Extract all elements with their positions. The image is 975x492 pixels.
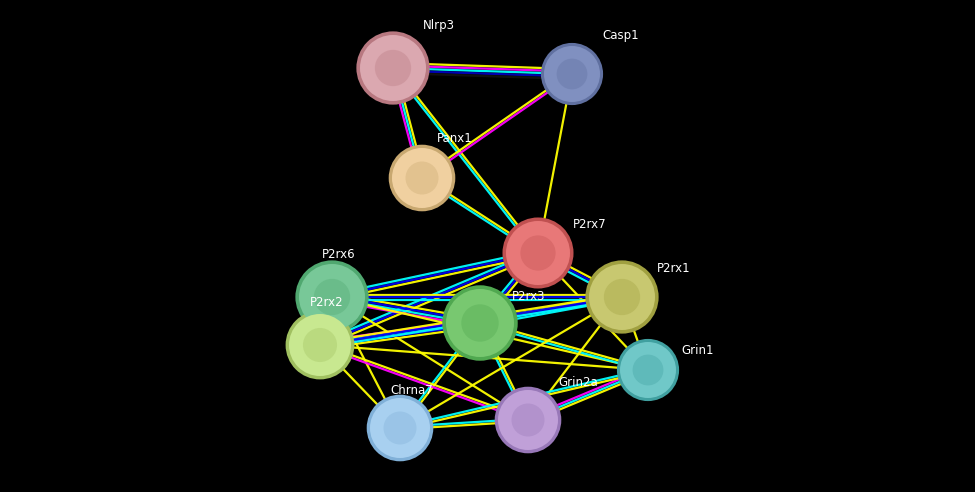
Ellipse shape	[502, 217, 573, 288]
Ellipse shape	[303, 328, 337, 362]
Ellipse shape	[541, 43, 604, 105]
Text: P2rx2: P2rx2	[310, 297, 343, 309]
Ellipse shape	[406, 161, 439, 194]
Ellipse shape	[443, 285, 518, 361]
Ellipse shape	[446, 289, 514, 357]
Text: P2rx6: P2rx6	[322, 248, 356, 262]
Text: Casp1: Casp1	[602, 30, 639, 42]
Text: Panx1: Panx1	[437, 131, 473, 145]
Ellipse shape	[286, 310, 354, 379]
Ellipse shape	[360, 35, 426, 101]
Text: P2rx1: P2rx1	[657, 263, 690, 276]
Ellipse shape	[498, 390, 558, 450]
Ellipse shape	[604, 279, 641, 315]
Ellipse shape	[617, 339, 679, 401]
Text: P2rx7: P2rx7	[573, 218, 606, 232]
Ellipse shape	[544, 46, 600, 102]
Ellipse shape	[506, 221, 570, 285]
Text: Grin2a: Grin2a	[558, 376, 598, 390]
Ellipse shape	[521, 235, 556, 271]
Text: Grin1: Grin1	[681, 343, 714, 357]
Ellipse shape	[589, 264, 655, 330]
Ellipse shape	[374, 50, 411, 86]
Ellipse shape	[357, 31, 430, 105]
Ellipse shape	[494, 387, 562, 453]
Ellipse shape	[289, 314, 351, 376]
Text: Nlrp3: Nlrp3	[423, 20, 455, 32]
Ellipse shape	[383, 411, 416, 444]
Ellipse shape	[512, 403, 544, 436]
Ellipse shape	[557, 59, 587, 90]
Text: P2rx3: P2rx3	[512, 290, 545, 304]
Ellipse shape	[392, 148, 452, 208]
Ellipse shape	[585, 260, 659, 334]
Ellipse shape	[370, 398, 430, 458]
Ellipse shape	[295, 260, 369, 334]
Ellipse shape	[367, 395, 433, 461]
Ellipse shape	[461, 304, 498, 342]
Ellipse shape	[314, 279, 350, 315]
Ellipse shape	[389, 145, 455, 211]
Ellipse shape	[299, 264, 365, 330]
Text: Chrna7: Chrna7	[390, 383, 433, 397]
Ellipse shape	[633, 355, 663, 385]
Ellipse shape	[620, 342, 676, 398]
